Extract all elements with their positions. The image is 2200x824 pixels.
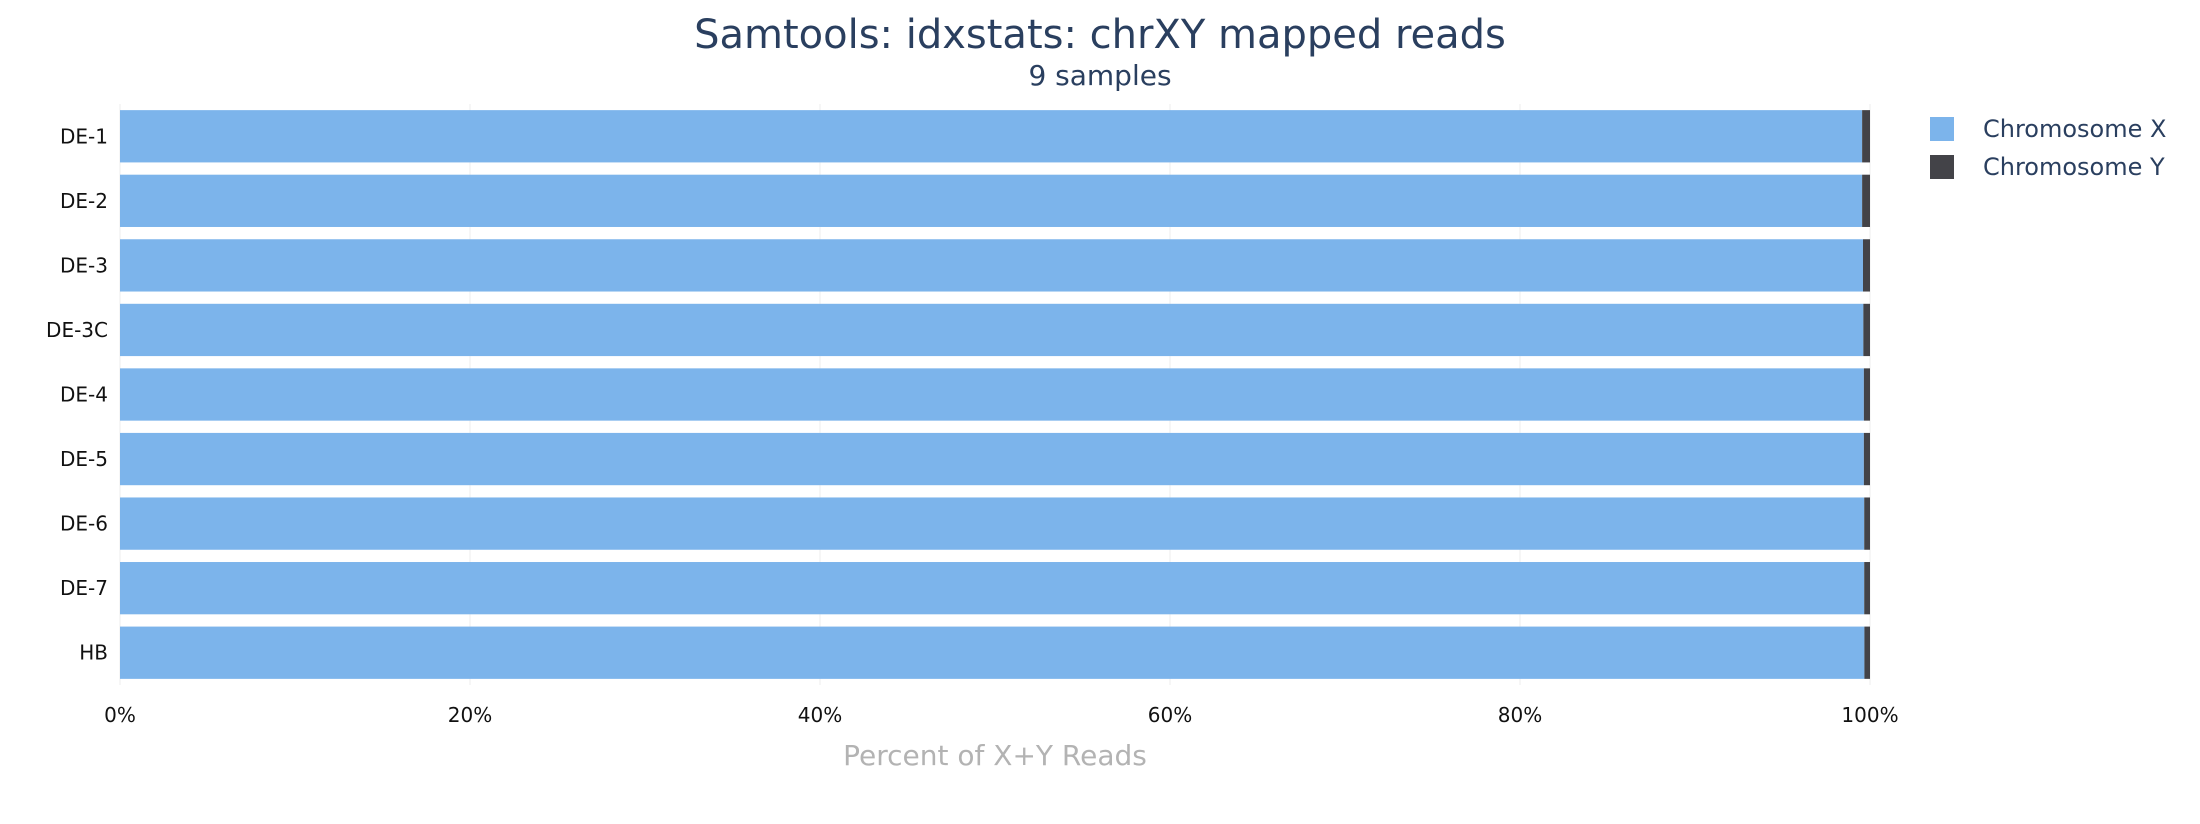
bar-DE-5-series-1[interactable] bbox=[1863, 432, 1870, 486]
bar-HB-series-0[interactable] bbox=[120, 626, 1865, 679]
bar-DE-3C-series-0[interactable] bbox=[120, 303, 1864, 357]
y-tick-label: DE-7 bbox=[60, 576, 108, 600]
y-tick-label: DE-4 bbox=[60, 383, 108, 407]
bar-DE-4-series-0[interactable] bbox=[120, 368, 1864, 421]
legend-swatch-0[interactable] bbox=[1930, 117, 1954, 141]
x-tick-label: 80% bbox=[1498, 703, 1542, 727]
x-tick-label: 40% bbox=[798, 703, 842, 727]
bar-DE-2-series-1[interactable] bbox=[1862, 174, 1870, 227]
bar-DE-3C-series-1[interactable] bbox=[1863, 303, 1870, 357]
y-tick-label: DE-1 bbox=[60, 124, 108, 148]
bar-DE-6-series-0[interactable] bbox=[120, 497, 1865, 550]
x-axis-ticks: 0% 20% 40% 60% 80% 100% bbox=[104, 703, 1898, 727]
legend-label-1[interactable]: Chromosome Y bbox=[1983, 153, 2165, 181]
bars bbox=[120, 110, 1870, 679]
bar-DE-2-series-0[interactable] bbox=[120, 174, 1863, 227]
x-tick-label: 20% bbox=[448, 703, 492, 727]
y-tick-label: DE-6 bbox=[60, 512, 108, 536]
y-axis-ticks: DE-1 DE-2 DE-3 DE-3C DE-4 DE-5 DE-6 DE-7 HB bbox=[46, 124, 108, 664]
bar-HB-series-1[interactable] bbox=[1864, 626, 1870, 679]
y-tick-label: DE-5 bbox=[60, 447, 108, 471]
bar-DE-4-series-1[interactable] bbox=[1863, 368, 1870, 421]
bar-DE-7-series-0[interactable] bbox=[120, 562, 1865, 615]
bar-DE-1-series-0[interactable] bbox=[120, 110, 1863, 163]
legend-label-0[interactable]: Chromosome X bbox=[1983, 115, 2166, 143]
bar-DE-6-series-1[interactable] bbox=[1864, 497, 1870, 550]
legend: Chromosome X Chromosome Y bbox=[1930, 115, 2166, 181]
chart-title: Samtools: idxstats: chrXY mapped reads bbox=[694, 12, 1506, 58]
y-tick-label: DE-3 bbox=[60, 253, 108, 277]
bar-DE-5-series-0[interactable] bbox=[120, 432, 1864, 486]
bar-DE-7-series-1[interactable] bbox=[1864, 562, 1870, 615]
x-tick-label: 0% bbox=[104, 703, 136, 727]
bar-DE-3-series-0[interactable] bbox=[120, 239, 1863, 292]
y-tick-label: DE-3C bbox=[46, 318, 108, 342]
x-tick-label: 60% bbox=[1148, 703, 1192, 727]
x-tick-label: 100% bbox=[1841, 703, 1898, 727]
x-axis-title: Percent of X+Y Reads bbox=[843, 739, 1147, 772]
legend-swatch-1[interactable] bbox=[1930, 155, 1954, 179]
bar-DE-1-series-1[interactable] bbox=[1862, 110, 1870, 163]
bar-DE-3-series-1[interactable] bbox=[1863, 239, 1870, 292]
y-tick-label: HB bbox=[79, 641, 108, 665]
chart-subtitle: 9 samples bbox=[1028, 59, 1171, 92]
y-tick-label: DE-2 bbox=[60, 189, 108, 213]
